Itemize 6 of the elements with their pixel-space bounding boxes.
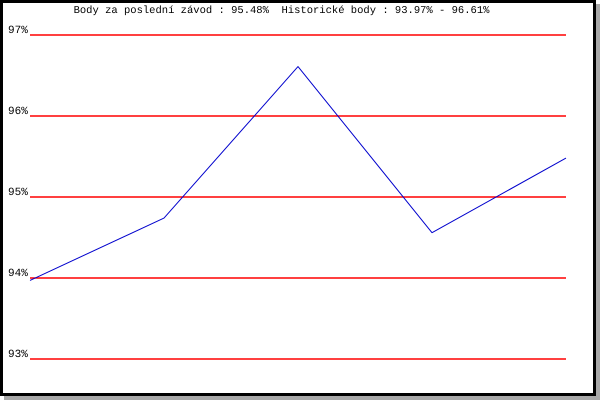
y-tick-label: 93%: [8, 349, 28, 361]
chart-title: Body za poslední závod : 95.48% Historické body : 93.97% - 96.61%: [72, 5, 490, 18]
y-tick-label: 95%: [8, 187, 28, 199]
y-tick-label: 94%: [8, 268, 28, 280]
y-tick-label: 97%: [8, 25, 28, 37]
y-tick-label: 96%: [8, 106, 28, 118]
